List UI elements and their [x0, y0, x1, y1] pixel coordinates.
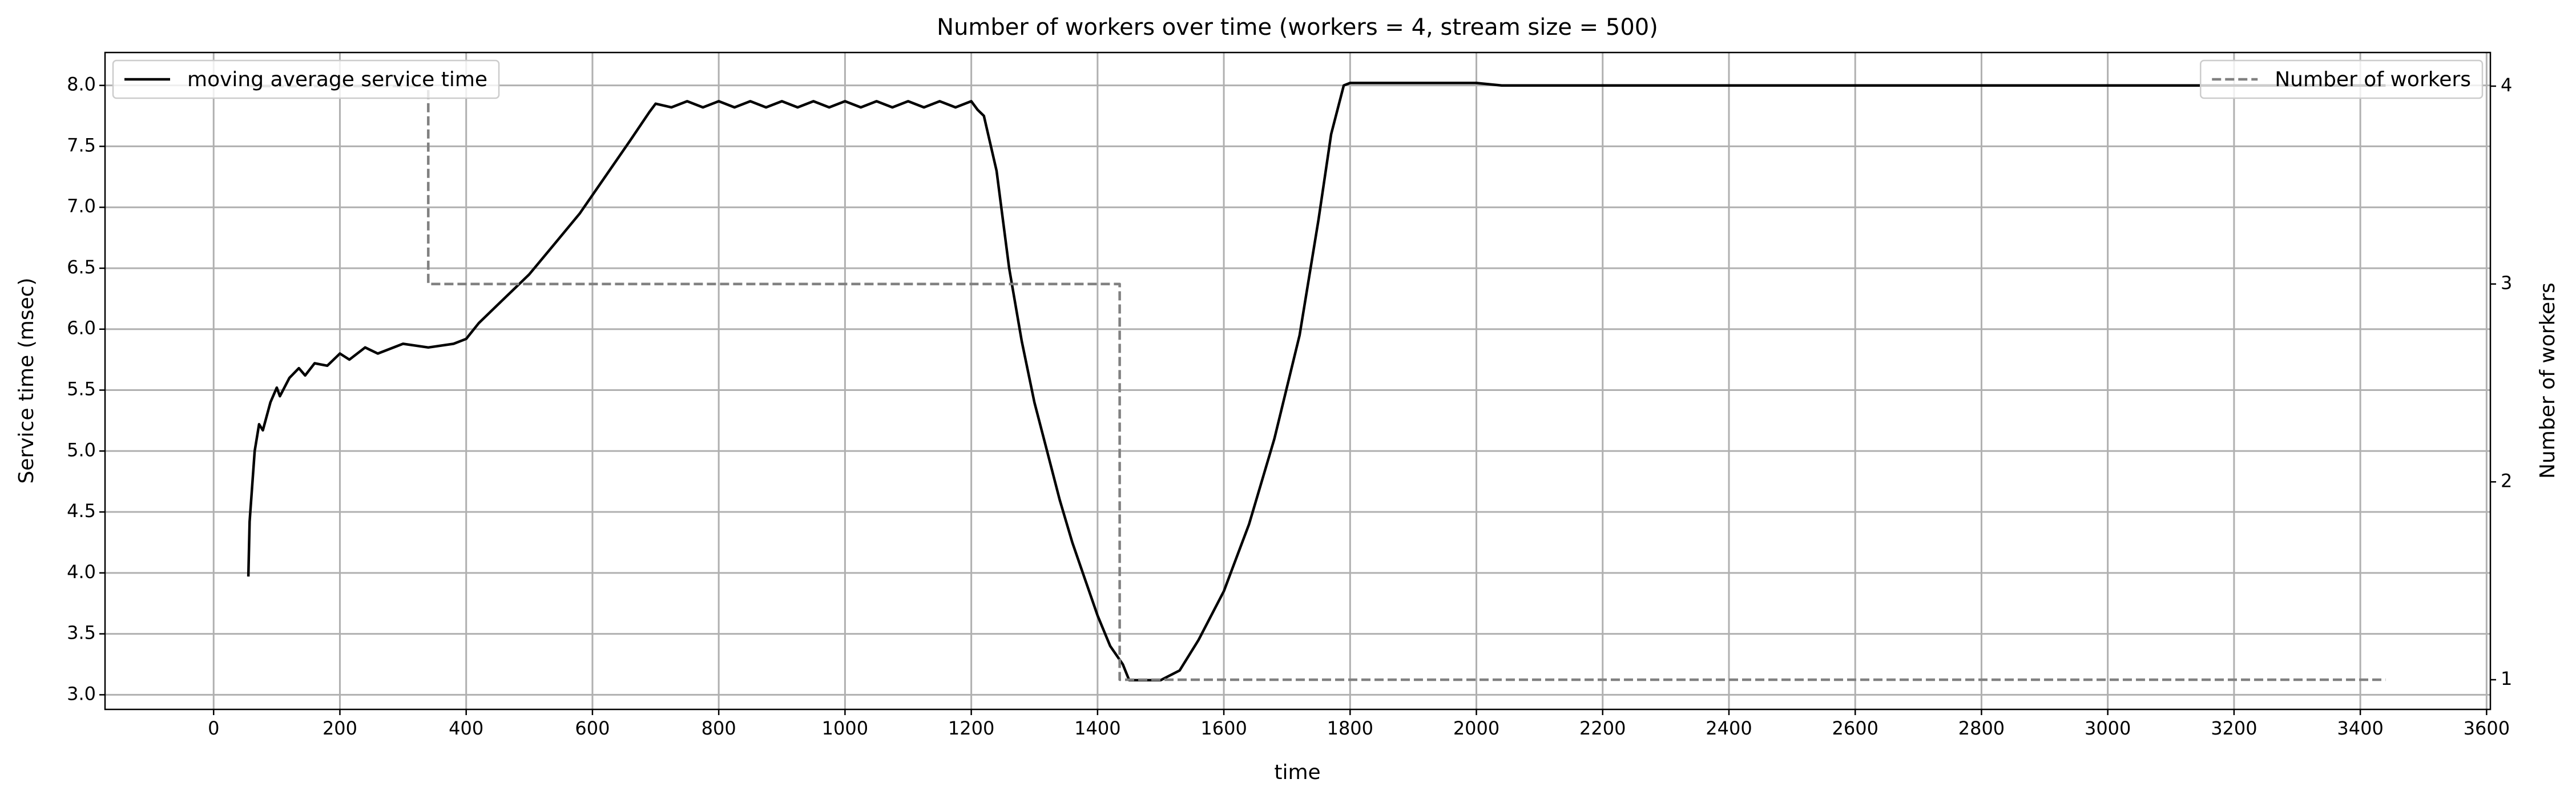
x-tick-label: 2000 [1453, 717, 1499, 739]
y-tick-label: 7.0 [67, 195, 96, 217]
y-tick-label: 8.0 [67, 74, 96, 95]
x-tick-label: 400 [449, 717, 483, 739]
y2-tick-label: 4 [2501, 74, 2512, 96]
x-tick-label: 800 [702, 717, 736, 739]
legend-label: Number of workers [2275, 68, 2471, 91]
series-line [247, 82, 2386, 681]
y-tick-label: 5.0 [67, 439, 96, 461]
legend-box [112, 59, 500, 99]
x-tick-label: 3200 [2211, 717, 2257, 739]
legend: moving average service time [112, 59, 500, 99]
legend: Number of workers [2200, 59, 2484, 99]
legend-box [2200, 59, 2484, 99]
x-tick-label: 2600 [1832, 717, 1878, 739]
y2-axis-label: Number of workers [2536, 283, 2559, 479]
x-tick-label: 200 [322, 717, 357, 739]
x-tick-label: 600 [575, 717, 610, 739]
x-tick-label: 1600 [1200, 717, 1247, 739]
x-tick-label: 1200 [948, 717, 994, 739]
y-tick-label: 7.5 [67, 134, 96, 156]
x-tick-label: 1400 [1074, 717, 1120, 739]
y-tick-label: 3.0 [67, 683, 96, 704]
grid [105, 53, 2490, 709]
x-tick-label: 0 [208, 717, 219, 739]
y2-tick-label: 2 [2501, 470, 2512, 491]
y-axis-label: Service time (msec) [15, 277, 38, 483]
legend-label: moving average service time [187, 68, 487, 91]
y2-tick-label: 1 [2501, 668, 2512, 689]
chart-title: Number of workers over time (workers = 4… [937, 14, 1658, 41]
y2-tick-label: 3 [2501, 272, 2512, 294]
y-tick-label: 5.5 [67, 378, 96, 400]
y-tick-label: 4.0 [67, 561, 96, 583]
plot-frame [104, 51, 2492, 711]
x-tick-label: 1000 [822, 717, 868, 739]
x-tick-label: 2200 [1579, 717, 1626, 739]
x-tick-label: 3600 [2464, 717, 2510, 739]
x-tick-label: 2400 [1706, 717, 1752, 739]
x-axis-label: time [1274, 761, 1320, 784]
y-tick-label: 4.5 [67, 500, 96, 522]
x-tick-label: 2800 [1958, 717, 2005, 739]
x-tick-label: 1800 [1327, 717, 1373, 739]
x-tick-label: 3000 [2085, 717, 2131, 739]
x-tick-label: 3400 [2337, 717, 2383, 739]
y-tick-label: 3.5 [67, 622, 96, 644]
y-tick-label: 6.5 [67, 256, 96, 278]
y-tick-label: 6.0 [67, 317, 96, 339]
